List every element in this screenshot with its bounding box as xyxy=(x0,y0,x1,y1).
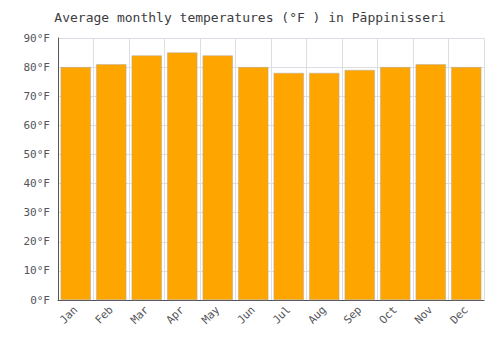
svg-text:0°F: 0°F xyxy=(30,294,50,307)
svg-text:10°F: 10°F xyxy=(24,264,51,277)
svg-text:Dec: Dec xyxy=(448,303,471,326)
svg-text:Jun: Jun xyxy=(235,303,258,326)
svg-text:Apr: Apr xyxy=(164,303,187,326)
svg-text:Average monthly temperatures (: Average monthly temperatures (°F ) in Pā… xyxy=(54,10,445,25)
svg-text:Sep: Sep xyxy=(341,303,364,326)
svg-text:20°F: 20°F xyxy=(24,235,51,248)
svg-text:40°F: 40°F xyxy=(24,177,51,190)
svg-text:Oct: Oct xyxy=(377,303,400,326)
svg-text:80°F: 80°F xyxy=(24,61,51,74)
svg-text:50°F: 50°F xyxy=(24,148,51,161)
svg-text:Feb: Feb xyxy=(93,303,116,326)
svg-text:90°F: 90°F xyxy=(24,32,51,45)
svg-text:60°F: 60°F xyxy=(24,119,51,132)
svg-text:May: May xyxy=(199,303,222,326)
svg-text:30°F: 30°F xyxy=(24,206,51,219)
svg-text:Jul: Jul xyxy=(270,303,293,326)
svg-text:Mar: Mar xyxy=(128,303,151,326)
svg-text:Aug: Aug xyxy=(306,303,329,326)
svg-text:Jan: Jan xyxy=(57,303,80,326)
svg-text:Nov: Nov xyxy=(412,303,435,326)
svg-text:70°F: 70°F xyxy=(24,90,51,103)
